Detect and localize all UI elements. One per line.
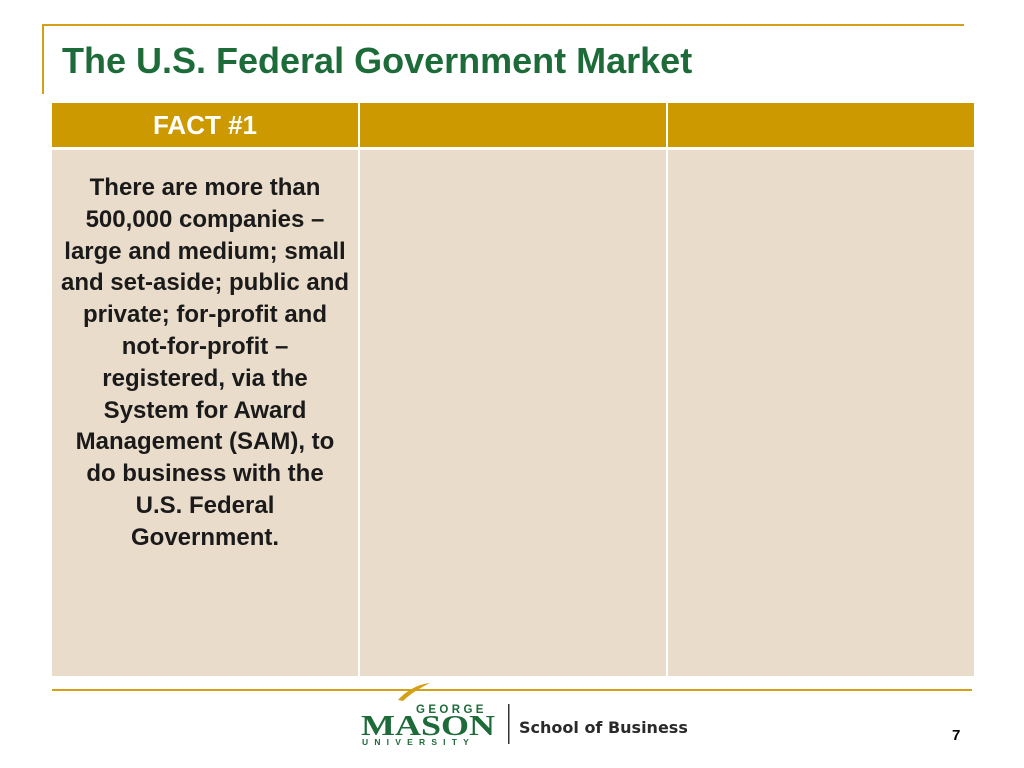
table-cell-2-text — [360, 150, 666, 172]
page-number: 7 — [952, 727, 961, 744]
logo-george: GEORGE — [416, 704, 487, 716]
bottom-rule — [52, 689, 972, 691]
school-of-business-text: School of Business — [519, 718, 688, 737]
table-cell-1: There are more than 500,000 companies – … — [52, 150, 358, 676]
top-rule — [42, 24, 964, 26]
left-rule — [42, 24, 44, 94]
fact-1-text: There are more than 500,000 companies – … — [60, 174, 350, 551]
table-header-1: FACT #1 — [52, 103, 358, 147]
logo-university: UNIVERSITY — [362, 737, 475, 746]
fact-table: FACT #1 There are more than 500,000 comp… — [52, 103, 974, 676]
slide-title: The U.S. Federal Government Market — [62, 40, 693, 81]
logo-mason: MASON — [361, 710, 495, 742]
swoosh-icon — [398, 683, 430, 701]
table-cell-2 — [360, 150, 666, 676]
logo-divider — [508, 704, 510, 744]
gmu-school-of-business-logo: GEORGE MASON UNIVERSITY School of Busine… — [360, 680, 705, 747]
table-header-2 — [360, 103, 666, 147]
table-header-3 — [668, 103, 974, 147]
table-cell-3-text — [668, 150, 974, 172]
table-cell-3 — [668, 150, 974, 676]
